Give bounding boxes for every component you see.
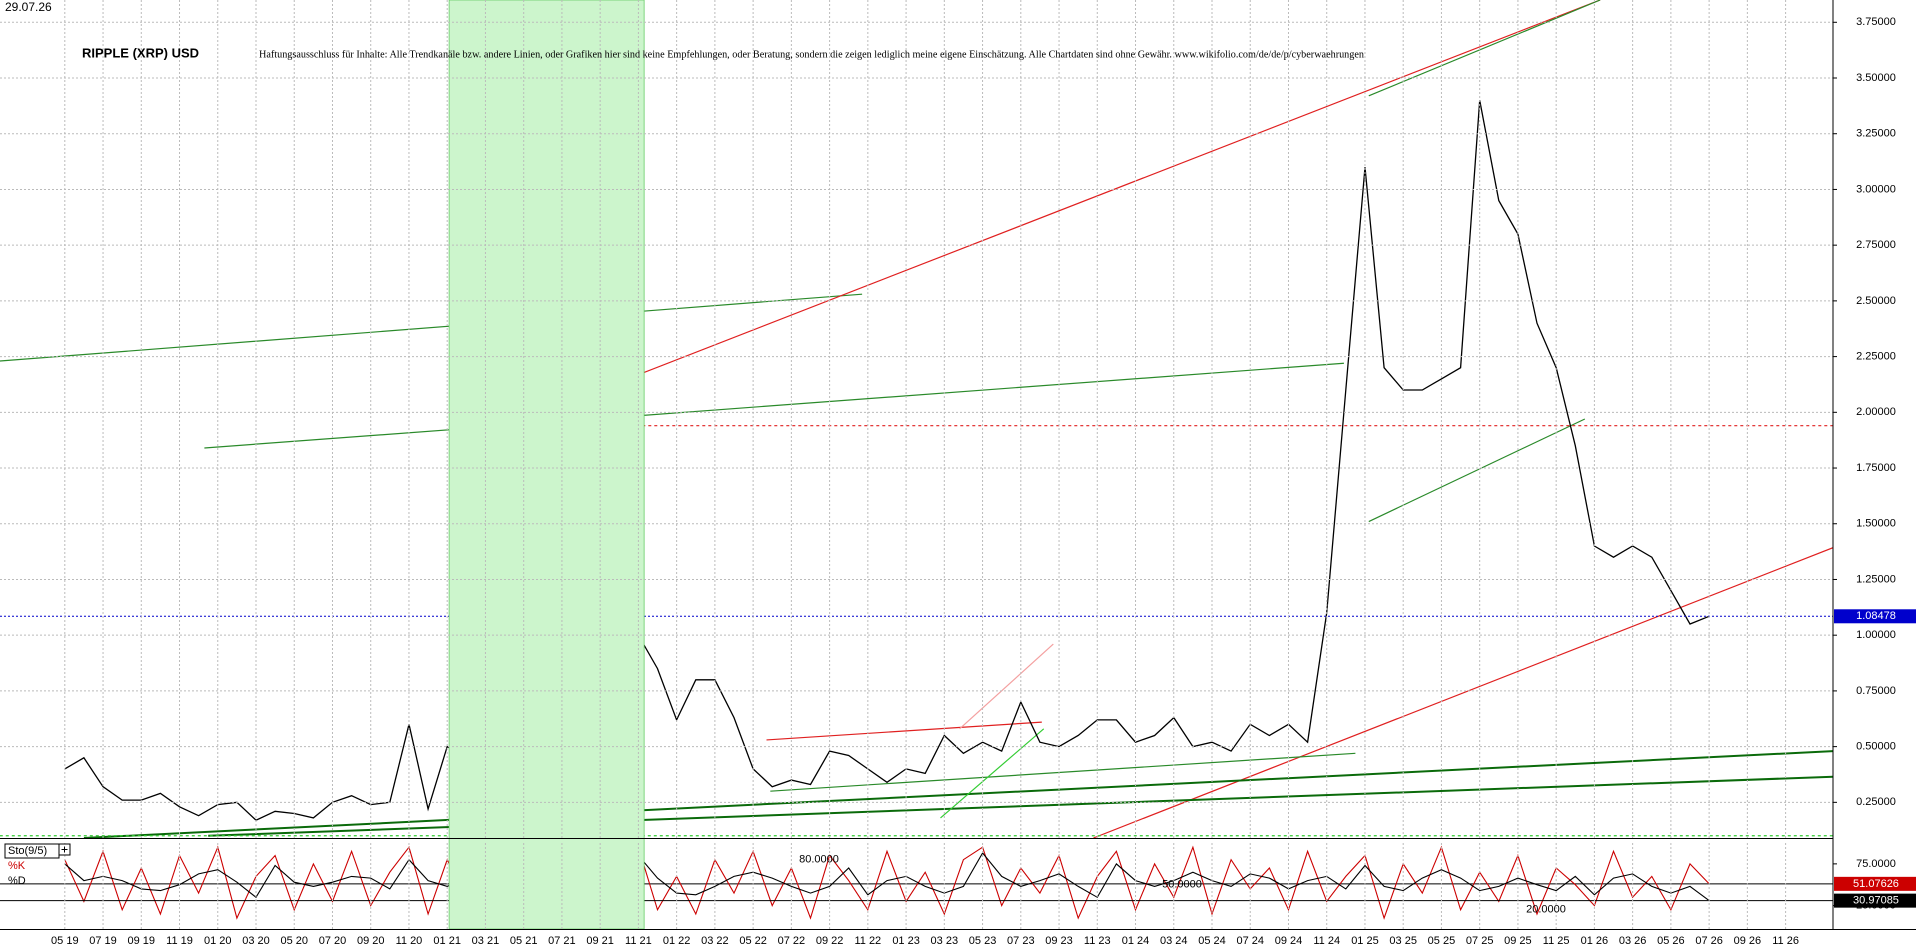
- y-tick-label: 0.50000: [1856, 741, 1896, 753]
- trendline: [1368, 418, 1586, 523]
- y-tick-label: 3.75000: [1856, 16, 1896, 28]
- x-tick-label: 01 22: [663, 935, 691, 947]
- x-tick-label: 03 22: [701, 935, 729, 947]
- x-tick-label: 01 21: [433, 935, 461, 947]
- y-tick-label: 1.25000: [1856, 573, 1896, 585]
- date-label: 29.07.26: [5, 0, 52, 14]
- x-tick-label: 01 23: [892, 935, 920, 947]
- stochastic-panel: [0, 845, 1833, 920]
- trendline: [959, 643, 1054, 730]
- x-tick-label: 05 25: [1428, 935, 1456, 947]
- trendline: [83, 750, 1833, 838]
- current-value-box: [1834, 893, 1916, 908]
- level-label: 50.0000: [1162, 879, 1202, 891]
- x-tick-label: 05 22: [739, 935, 767, 947]
- x-tick-label: 11 24: [1313, 935, 1340, 947]
- trendline: [510, 0, 1601, 426]
- trendline: [204, 362, 1344, 449]
- toggle-icon: [61, 846, 68, 853]
- price-panel: [0, 0, 1833, 838]
- y-tick-label: 2.50000: [1856, 295, 1896, 307]
- x-tick-label: 03 23: [931, 935, 959, 947]
- x-tick-label: 11 22: [854, 935, 881, 947]
- y-tick-label: 75.0000: [1856, 858, 1896, 870]
- price-line: [64, 100, 1710, 821]
- x-tick-label: 05 20: [280, 935, 308, 947]
- level-label: 20.0000: [1526, 904, 1566, 916]
- current-price-box: [1834, 609, 1916, 624]
- x-tick-label: 09 21: [586, 935, 614, 947]
- x-tick-label: 01 24: [1122, 935, 1150, 947]
- x-tick-label: 09 25: [1504, 935, 1532, 947]
- y-tick-label: 3.50000: [1856, 72, 1896, 84]
- x-tick-label: 03 26: [1619, 935, 1647, 947]
- y-tick-label: 3.25000: [1856, 128, 1896, 140]
- x-tick-label: 09 24: [1275, 935, 1303, 947]
- y-tick-label: 2.25000: [1856, 351, 1896, 363]
- trendline: [0, 293, 863, 362]
- x-tick-label: 03 21: [472, 935, 500, 947]
- trendline: [1368, 0, 1601, 97]
- chart-title: RIPPLE (XRP) USD: [82, 45, 199, 60]
- x-tick-label: 11 23: [1084, 935, 1111, 947]
- x-tick-label: 11 26: [1772, 935, 1799, 947]
- x-tick-label: 07 20: [319, 935, 347, 947]
- x-tick-label: 05 21: [510, 935, 538, 947]
- stochastic-line: [64, 852, 1710, 902]
- x-tick-label: 07 25: [1466, 935, 1494, 947]
- x-tick-label: 11 19: [166, 935, 193, 947]
- x-tick-label: 07 22: [778, 935, 806, 947]
- y-tick-label: 1.50000: [1856, 518, 1896, 530]
- y-tick-label: 0.75000: [1856, 685, 1896, 697]
- y-tick-label: 0.25000: [1856, 796, 1896, 808]
- highlight-band: [448, 0, 645, 930]
- current-value-label: 30.97085: [1853, 895, 1899, 907]
- trendline: [940, 728, 1045, 819]
- trendline: [766, 721, 1042, 741]
- x-tick-label: 09 20: [357, 935, 385, 947]
- x-tick-label: 05 19: [51, 935, 79, 947]
- legend-label: %D: [8, 875, 26, 887]
- x-tick-label: 03 20: [242, 935, 270, 947]
- x-tick-label: 09 19: [128, 935, 156, 947]
- x-tick-label: 05 24: [1198, 935, 1226, 947]
- x-tick-label: 09 23: [1045, 935, 1073, 947]
- x-tick-label: 01 25: [1351, 935, 1379, 947]
- x-tick-label: 11 21: [625, 935, 652, 947]
- y-tick-label: 1.75000: [1856, 462, 1896, 474]
- current-price-label: 1.08478: [1856, 610, 1896, 622]
- indicator-title: Sto(9/5): [8, 845, 47, 857]
- y-tick-label: 2.00000: [1856, 406, 1896, 418]
- x-tick-label: 03 25: [1389, 935, 1417, 947]
- stochastic-line: [64, 845, 1710, 920]
- x-tick-label: 07 24: [1236, 935, 1264, 947]
- trendline: [1093, 547, 1833, 838]
- x-tick-label: 01 26: [1581, 935, 1609, 947]
- y-tick-label: 3.00000: [1856, 183, 1896, 195]
- x-tick-label: 07 23: [1007, 935, 1035, 947]
- x-tick-label: 07 19: [89, 935, 117, 947]
- x-tick-label: 11 25: [1543, 935, 1570, 947]
- x-tick-label: 05 26: [1657, 935, 1685, 947]
- current-value-label: 51.07626: [1853, 878, 1899, 890]
- x-tick-label: 05 23: [969, 935, 997, 947]
- x-tick-label: 09 26: [1734, 935, 1762, 947]
- x-tick-label: 03 24: [1160, 935, 1188, 947]
- x-tick-label: 09 22: [816, 935, 844, 947]
- disclaimer: Haftungsausschluss für Inhalte: Alle Tre…: [259, 49, 1364, 60]
- x-tick-label: 11 20: [396, 935, 423, 947]
- level-label: 80.0000: [799, 854, 839, 866]
- x-tick-label: 07 26: [1695, 935, 1723, 947]
- x-tick-label: 07 21: [548, 935, 576, 947]
- y-tick-label: 1.00000: [1856, 629, 1896, 641]
- legend-label: %K: [8, 860, 26, 872]
- y-tick-label: 2.75000: [1856, 239, 1896, 251]
- x-tick-label: 01 20: [204, 935, 232, 947]
- current-value-box: [1834, 876, 1916, 891]
